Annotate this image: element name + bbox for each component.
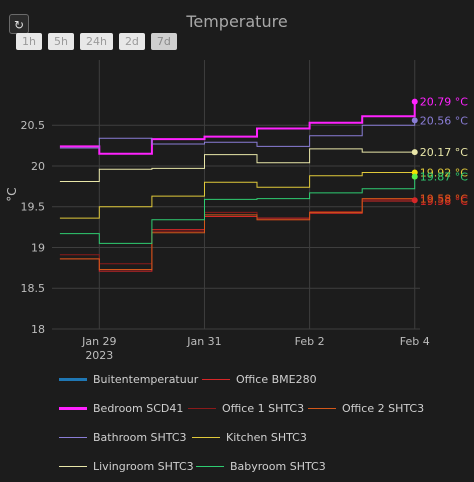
legend-swatch — [59, 407, 87, 410]
y-tick-label: 19 — [31, 241, 45, 254]
legend-label: Bedroom SCD41 — [93, 402, 184, 415]
y-tick-label: 20 — [31, 160, 45, 173]
legend-label: Office BME280 — [236, 373, 317, 386]
series-end-marker — [411, 98, 418, 105]
series-end-label: 20.56 °C — [420, 114, 468, 127]
series-line-livingroom-shtc3[interactable] — [59, 148, 415, 182]
series-end-label: 19.56 °C — [420, 193, 468, 206]
x-tick-label: Jan 29 — [81, 335, 116, 348]
legend-label: Kitchen SHTC3 — [226, 431, 307, 444]
series-line-office-bme280[interactable] — [59, 200, 415, 272]
legend-item-livingroom-shtc3[interactable]: Livingroom SHTC3 — [59, 460, 194, 473]
legend-item-buitentemperatuur[interactable]: Buitentemperatuur — [59, 373, 198, 386]
legend-swatch — [308, 408, 336, 409]
legend-item-office-bme280[interactable]: Office BME280 — [202, 373, 317, 386]
series-end-label: 19.58 °C — [420, 193, 468, 206]
legend-label: Office 1 SHTC3 — [222, 402, 305, 415]
legend-swatch — [59, 378, 87, 381]
legend-label: Livingroom SHTC3 — [93, 460, 194, 473]
range-button-7d[interactable]: 7d — [150, 33, 177, 50]
series-line-bathroom-shtc3[interactable] — [59, 120, 416, 149]
series-line-office-2-shtc3[interactable] — [59, 198, 415, 270]
legend-item-bathroom-shtc3[interactable]: Bathroom SHTC3 — [59, 431, 187, 444]
legend-swatch — [192, 437, 220, 438]
legend-item-office-2-shtc3[interactable]: Office 2 SHTC3 — [308, 402, 424, 415]
series-end-marker — [411, 149, 418, 156]
legend-swatch — [196, 466, 224, 467]
legend-label: Office 2 SHTC3 — [342, 402, 425, 415]
legend-swatch — [202, 379, 230, 380]
y-tick-label: 18.5 — [21, 282, 46, 295]
legend-item-babyroom-shtc3[interactable]: Babyroom SHTC3 — [196, 460, 326, 473]
chart-title: Temperature — [186, 12, 288, 31]
x-tick-year-label: 2023 — [85, 349, 113, 362]
y-tick-label: 19.5 — [21, 201, 46, 214]
range-button-24h[interactable]: 24h — [79, 33, 113, 50]
y-axis-title: °C — [5, 187, 19, 201]
legend-swatch — [59, 466, 87, 467]
series-end-marker — [411, 173, 418, 180]
series-line-office-1-shtc3[interactable] — [59, 198, 415, 265]
y-tick-label: 18 — [31, 323, 45, 336]
legend-swatch — [188, 408, 216, 409]
series-end-label: 19.92 °C — [420, 166, 468, 179]
series-end-label: 20.17 °C — [420, 146, 468, 159]
legend-swatch — [59, 437, 87, 438]
x-tick-label: Feb 2 — [295, 335, 325, 348]
x-tick-label: Feb 4 — [400, 335, 430, 348]
series-end-label: 19.58 °C — [420, 195, 468, 208]
series-end-label: 20.79 °C — [420, 96, 468, 109]
series-line-kitchen-shtc3[interactable] — [59, 172, 415, 219]
legend-item-office-1-shtc3[interactable]: Office 1 SHTC3 — [188, 402, 304, 415]
range-selector: 1h 5h 24h 2d 7d — [16, 33, 177, 50]
y-tick-label: 20.5 — [21, 119, 46, 132]
range-button-5h[interactable]: 5h — [47, 33, 74, 50]
series-end-label: 19.87 °C — [420, 171, 468, 184]
range-button-2d[interactable]: 2d — [118, 33, 145, 50]
legend-label: Bathroom SHTC3 — [93, 431, 187, 444]
x-tick-label: Jan 31 — [186, 335, 221, 348]
series-end-marker — [411, 117, 418, 124]
range-button-1h[interactable]: 1h — [16, 33, 42, 50]
series-line-bedroom-scd41[interactable] — [59, 101, 416, 155]
series-line-babyroom-shtc3[interactable] — [59, 176, 416, 244]
legend-label: Buitentemperatuur — [93, 373, 199, 386]
legend-item-kitchen-shtc3[interactable]: Kitchen SHTC3 — [192, 431, 307, 444]
legend-item-bedroom-scd41[interactable]: Bedroom SCD41 — [59, 402, 183, 415]
series-end-marker — [411, 197, 418, 204]
legend-label: Babyroom SHTC3 — [230, 460, 326, 473]
